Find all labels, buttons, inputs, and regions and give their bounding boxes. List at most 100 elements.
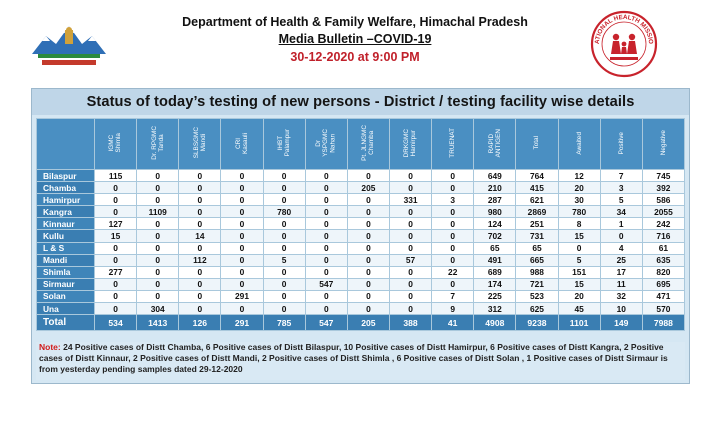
table-cell: 112 — [178, 253, 222, 267]
total-cell: 785 — [262, 314, 306, 332]
table-cell: 0 — [388, 181, 433, 195]
table-cell: 415 — [515, 181, 559, 195]
table-cell: 0 — [93, 205, 138, 219]
table-cell: 0 — [93, 289, 138, 304]
table-cell: 0 — [346, 253, 390, 267]
table-cell: 0 — [93, 241, 138, 255]
table-cell: 0 — [262, 193, 306, 207]
table-cell: 0 — [178, 168, 222, 183]
table-cell: 0 — [304, 217, 348, 231]
table-cell: 45 — [557, 302, 601, 316]
table-cell: 764 — [515, 168, 559, 183]
table-cell: 635 — [641, 253, 686, 267]
table-cell: 0 — [136, 241, 180, 255]
table-cell: 0 — [431, 241, 475, 255]
table-cell: 649 — [473, 168, 517, 183]
column-header: Dr. RPGMC Tanda — [136, 118, 180, 170]
table-row: Sirmaur 0 0 0 0 0 547 0 0 0 174 721 15 11 695 — [36, 277, 686, 291]
table-cell: 0 — [346, 289, 390, 304]
table-cell: 9 — [431, 302, 475, 316]
table-cell: 32 — [599, 289, 643, 304]
bulletin-title-block: Department of Health & Family Welfare, H… — [120, 14, 590, 66]
table-cell: 115 — [93, 168, 138, 183]
table-cell: 491 — [473, 253, 517, 267]
table-row: Hamirpur 0 0 0 0 0 0 0 331 3 287 621 30 5 586 — [36, 193, 686, 207]
total-row: Total 534 1413 126 291 785 547 205 388 4… — [36, 314, 686, 332]
table-cell: 0 — [431, 229, 475, 243]
bulletin-header: Department of Health & Family Welfare, H… — [0, 0, 723, 84]
district-name: Kangra — [36, 205, 95, 219]
table-row: Chamba 0 0 0 0 0 0 205 0 0 210 415 20 3 392 — [36, 181, 686, 195]
table-cell: 523 — [515, 289, 559, 304]
table-cell: 731 — [515, 229, 559, 243]
total-cell: 205 — [346, 314, 390, 332]
bulletin-datetime: 30-12-2020 at 9:00 PM — [290, 50, 420, 64]
column-header: CRI Kasauli — [220, 118, 264, 170]
table-row: Mandi 0 0 112 0 5 0 0 57 0 491 665 5 25 635 — [36, 253, 686, 267]
table-cell: 0 — [431, 181, 475, 195]
table-cell: 1109 — [136, 205, 180, 219]
district-testing-table: IGMC Shimla Dr. RPGMC Tanda SLBSGMC Mand… — [36, 118, 686, 332]
table-cell: 2055 — [641, 205, 686, 219]
table-cell: 0 — [93, 302, 138, 316]
table-cell: 0 — [346, 217, 390, 231]
table-cell: 0 — [93, 253, 138, 267]
table-cell: 0 — [304, 205, 348, 219]
table-cell: 0 — [93, 277, 138, 291]
table-cell: 3 — [431, 193, 475, 207]
table-header-row: IGMC Shimla Dr. RPGMC Tanda SLBSGMC Mand… — [36, 118, 686, 170]
table-cell: 12 — [557, 168, 601, 183]
table-cell: 0 — [178, 193, 222, 207]
district-name: Bilaspur — [36, 168, 95, 183]
table-cell: 0 — [220, 205, 264, 219]
table-cell: 0 — [304, 229, 348, 243]
department-title: Department of Health & Family Welfare, H… — [182, 15, 528, 29]
table-cell: 25 — [599, 253, 643, 267]
table-cell: 0 — [220, 229, 264, 243]
table-cell: 0 — [388, 168, 433, 183]
column-header: Negative — [641, 118, 686, 170]
table-cell: 127 — [93, 217, 138, 231]
table-cell: 65 — [473, 241, 517, 255]
total-cell: 388 — [388, 314, 433, 332]
table-row: Bilaspur 115 0 0 0 0 0 0 0 0 649 764 12 7 745 — [36, 168, 686, 183]
table-cell: 0 — [557, 241, 601, 255]
table-cell: 0 — [304, 181, 348, 195]
table-cell: 5 — [262, 253, 306, 267]
total-label: Total — [36, 314, 95, 332]
table-cell: 0 — [346, 229, 390, 243]
column-header: Total — [515, 118, 559, 170]
table-cell: 0 — [136, 229, 180, 243]
table-cell: 0 — [178, 302, 222, 316]
table-cell: 0 — [388, 289, 433, 304]
table-cell: 0 — [304, 193, 348, 207]
table-cell: 5 — [557, 253, 601, 267]
table-cell: 0 — [262, 181, 306, 195]
district-name: Una — [36, 302, 95, 316]
table-cell: 0 — [178, 217, 222, 231]
table-cell: 7 — [431, 289, 475, 304]
column-header: IHBT Palampur — [262, 118, 306, 170]
table-cell: 30 — [557, 193, 601, 207]
table-cell: 0 — [431, 217, 475, 231]
table-cell: 745 — [641, 168, 686, 183]
column-header: SLBSGMC Mandi — [178, 118, 222, 170]
table-cell: 0 — [220, 193, 264, 207]
table-cell: 392 — [641, 181, 686, 195]
table-row: Kullu 15 0 14 0 0 0 0 0 0 702 731 15 0 716 — [36, 229, 686, 243]
table-cell: 0 — [304, 168, 348, 183]
table-cell: 20 — [557, 181, 601, 195]
table-cell: 0 — [136, 253, 180, 267]
table-cell: 0 — [220, 217, 264, 231]
district-name: Hamirpur — [36, 193, 95, 207]
column-header: Pt. JLNGMC Chamba — [346, 118, 390, 170]
total-cell: 41 — [431, 314, 475, 332]
table-cell: 0 — [346, 193, 390, 207]
total-cell: 9238 — [515, 314, 559, 332]
table-cell: 0 — [93, 193, 138, 207]
table-cell: 780 — [262, 205, 306, 219]
table-cell: 625 — [515, 302, 559, 316]
table-cell: 2869 — [515, 205, 559, 219]
table-cell: 20 — [557, 289, 601, 304]
table-cell: 586 — [641, 193, 686, 207]
